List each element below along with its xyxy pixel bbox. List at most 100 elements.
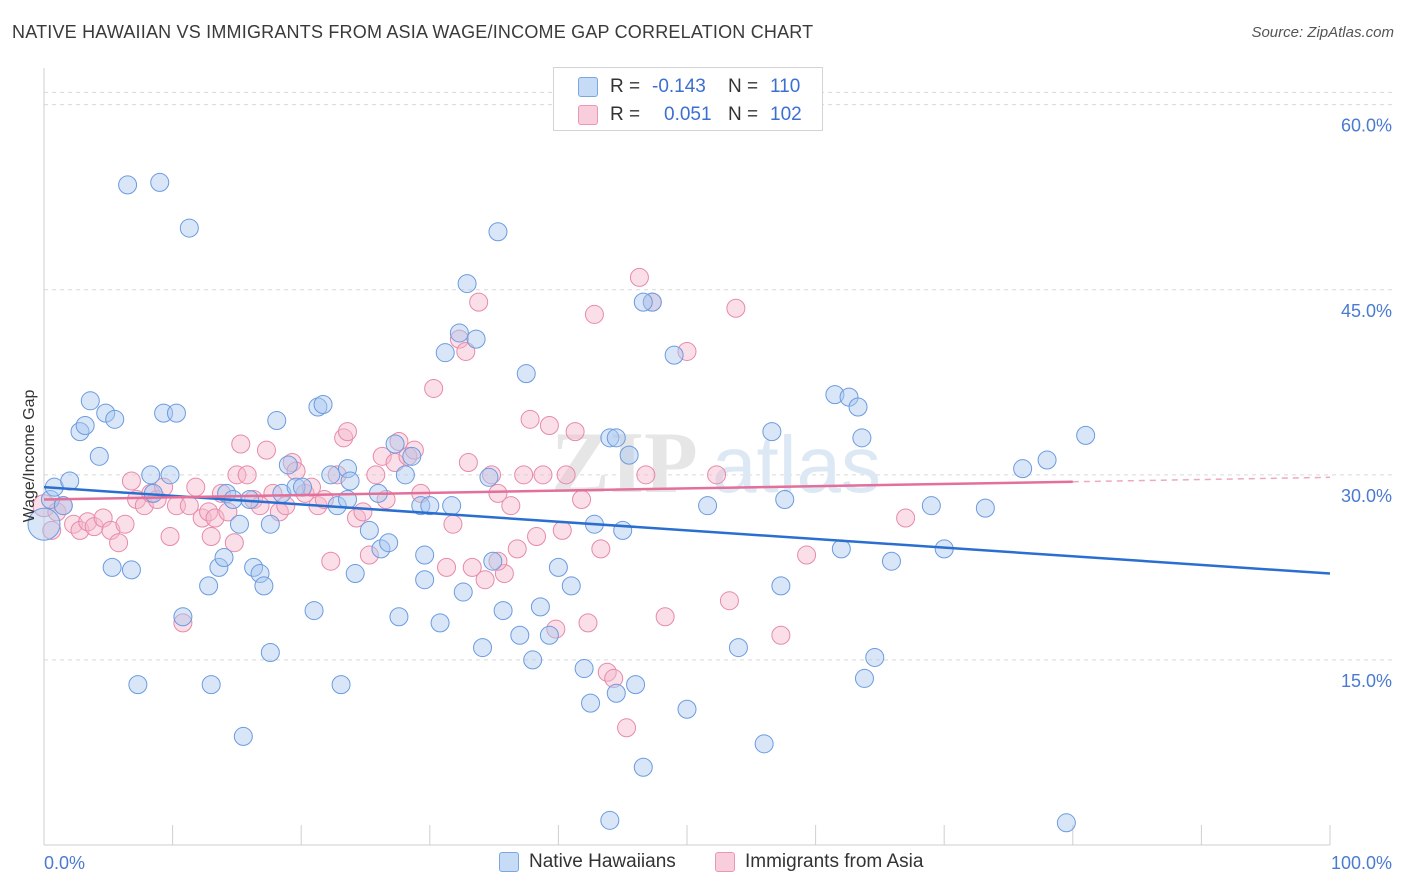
data-point xyxy=(395,465,415,485)
data-point xyxy=(105,409,125,429)
data-point xyxy=(548,557,568,577)
legend-item-immigrants-from-asia[interactable]: Immigrants from Asia xyxy=(715,851,923,873)
data-point xyxy=(539,625,559,645)
data-point xyxy=(719,591,739,611)
data-point xyxy=(677,341,697,361)
data-point xyxy=(340,471,360,491)
data-point xyxy=(629,267,649,287)
data-point xyxy=(233,726,253,746)
data-point xyxy=(389,607,409,627)
y-tick-label: 15.0% xyxy=(1341,671,1392,691)
data-point xyxy=(494,564,514,584)
data-point xyxy=(229,514,249,534)
data-point xyxy=(510,625,530,645)
data-point xyxy=(606,428,626,448)
data-point xyxy=(442,496,462,516)
data-point xyxy=(121,560,141,580)
data-point xyxy=(482,465,502,485)
data-point xyxy=(1056,813,1076,833)
data-point xyxy=(337,459,357,479)
data-point xyxy=(160,465,180,485)
data-point xyxy=(102,557,122,577)
data-point xyxy=(292,477,312,497)
data-point xyxy=(530,597,550,617)
data-point xyxy=(728,638,748,658)
data-point xyxy=(762,422,782,442)
data-point xyxy=(93,508,113,528)
data-point xyxy=(479,467,499,487)
data-point xyxy=(488,222,508,242)
data-point xyxy=(353,502,373,522)
tick-labels: 15.0% 30.0% 45.0% 60.0% 0.0% 100.0% xyxy=(44,116,1392,873)
legend-n-value: 102 xyxy=(770,104,802,125)
data-point xyxy=(385,434,405,454)
data-point xyxy=(415,570,435,590)
data-point xyxy=(636,465,656,485)
data-point xyxy=(449,323,469,343)
trend-line xyxy=(43,485,1331,575)
data-point xyxy=(345,564,365,584)
data-point xyxy=(237,465,257,485)
trend-line-extrapolated xyxy=(1072,476,1331,483)
data-point xyxy=(854,668,874,688)
data-point xyxy=(617,718,637,738)
data-point xyxy=(443,514,463,534)
watermark: ZIP atlas xyxy=(551,415,881,512)
data-point xyxy=(437,557,457,577)
legend-item-native-hawaiians[interactable]: Native Hawaiians xyxy=(499,851,676,873)
legend-swatch-blue xyxy=(499,852,519,872)
data-point xyxy=(466,329,486,349)
data-point xyxy=(896,508,916,528)
data-point xyxy=(726,298,746,318)
data-point xyxy=(664,345,684,365)
data-point xyxy=(825,385,845,405)
data-point xyxy=(127,490,147,510)
legend-r-label: R = xyxy=(610,76,641,97)
data-point xyxy=(473,638,493,658)
data-point xyxy=(865,647,885,667)
data-point xyxy=(321,465,341,485)
data-point xyxy=(613,520,633,540)
data-point xyxy=(278,455,298,475)
data-point xyxy=(848,397,868,417)
data-point xyxy=(771,625,791,645)
data-point xyxy=(254,576,274,596)
data-point xyxy=(128,675,148,695)
data-point xyxy=(231,434,251,454)
data-point xyxy=(331,675,351,695)
data-point xyxy=(121,471,141,491)
x-tick-label: 0.0% xyxy=(44,853,85,873)
data-point xyxy=(921,496,941,516)
legend-r-label: R = xyxy=(610,104,641,125)
series-legend: Native Hawaiians Immigrants from Asia xyxy=(0,851,1406,879)
data-point xyxy=(173,607,193,627)
legend-row-native-hawaiians: R = -0.143 N = 110 xyxy=(578,74,800,100)
data-point xyxy=(475,570,495,590)
data-point xyxy=(488,551,508,571)
data-point xyxy=(527,527,547,547)
data-point xyxy=(118,175,138,195)
data-point xyxy=(633,292,653,312)
data-point xyxy=(483,551,503,571)
data-point xyxy=(797,545,817,565)
source-label: Source: ZipAtlas.com xyxy=(1251,24,1394,41)
data-point xyxy=(420,496,440,516)
data-point xyxy=(600,810,620,830)
data-point xyxy=(141,465,161,485)
data-point xyxy=(520,409,540,429)
grid-lines xyxy=(44,91,1392,661)
data-point xyxy=(881,551,901,571)
data-point xyxy=(224,533,244,553)
data-point xyxy=(359,545,379,565)
x-tick-label: 100.0% xyxy=(1331,853,1392,873)
axes xyxy=(43,68,1331,846)
data-point xyxy=(453,582,473,602)
data-point xyxy=(462,557,482,577)
data-point xyxy=(286,461,306,481)
legend-row-immigrants-from-asia: R = 0.051 N = 102 xyxy=(578,102,802,128)
data-point xyxy=(449,329,469,349)
data-point xyxy=(430,613,450,633)
y-axis-label: Wage/Income Gap xyxy=(21,390,38,523)
data-point xyxy=(256,440,276,460)
